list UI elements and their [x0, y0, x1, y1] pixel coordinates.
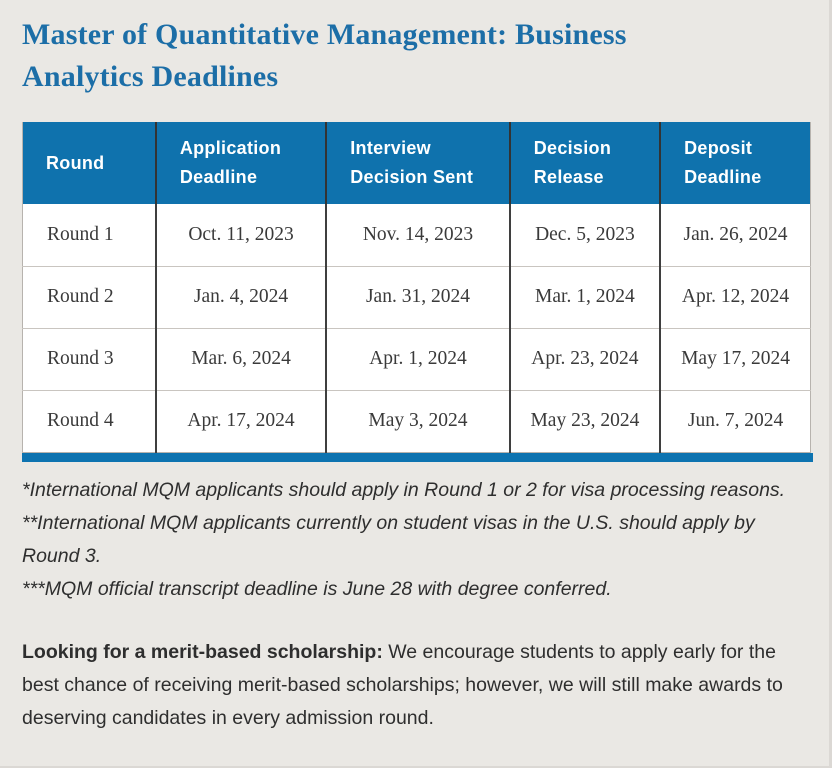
date-cell: Mar. 6, 2024	[154, 327, 327, 390]
date-cell: May 17, 2024	[659, 327, 811, 390]
scholarship-note-lead: Looking for a merit-based scholarship:	[22, 640, 383, 663]
date-cell: Nov. 14, 2023	[325, 204, 510, 266]
footnote-transcript-deadline: ***MQM official transcript deadline is J…	[22, 577, 612, 600]
date-cell: Mar. 1, 2024	[508, 265, 661, 328]
table-row: Round 4 Apr. 17, 2024 May 3, 2024 May 23, 2…	[22, 389, 811, 452]
round-cell: Round 3	[22, 327, 156, 390]
deadlines-table-header: Round Application Deadline Interview Dec…	[22, 122, 811, 204]
scholarship-note: Looking for a merit-based scholarship: W…	[22, 636, 812, 735]
header-row: Round Application Deadline Interview Dec…	[22, 122, 811, 204]
date-cell: May 3, 2024	[325, 389, 510, 452]
deadlines-table: Round Application Deadline Interview Dec…	[22, 122, 811, 453]
column-header-deposit-deadline: Deposit Deadline	[659, 122, 811, 204]
footnote-student-visas: **International MQM applicants currently…	[22, 511, 755, 567]
round-cell: Round 2	[22, 265, 156, 328]
date-cell: Dec. 5, 2023	[508, 204, 661, 266]
date-cell: Apr. 1, 2024	[325, 327, 510, 390]
column-header-round: Round	[22, 122, 156, 204]
round-cell: Round 4	[22, 389, 156, 452]
column-header-decision-release: Decision Release	[508, 122, 661, 204]
scholarship-note-text: We encourage students to apply early for…	[22, 640, 783, 729]
date-cell: Jun. 7, 2024	[659, 389, 811, 452]
date-cell: Jan. 26, 2024	[659, 204, 811, 266]
table-bottom-accent-bar	[22, 452, 813, 462]
table-row: Round 2 Jan. 4, 2024 Jan. 31, 2024 Mar. 1, …	[22, 265, 811, 328]
footnotes: *International MQM applicants should app…	[22, 474, 812, 606]
date-cell: Oct. 11, 2023	[154, 204, 327, 266]
date-cell: May 23, 2024	[508, 389, 661, 452]
table-row: Round 3 Mar. 6, 2024 Apr. 1, 2024 Apr. 23, …	[22, 327, 811, 390]
date-cell: Apr. 17, 2024	[154, 389, 327, 452]
date-cell: Apr. 23, 2024	[508, 327, 661, 390]
date-cell: Jan. 4, 2024	[154, 265, 327, 328]
page-title: Master of Quantitative Management: Busin…	[22, 18, 627, 93]
column-header-interview-decision-sent: Interview Decision Sent	[325, 122, 510, 204]
table-row: Round 1 Oct. 11, 2023 Nov. 14, 2023 Dec. 5,…	[22, 204, 811, 266]
deadlines-table-body: Round 1 Oct. 11, 2023 Nov. 14, 2023 Dec. 5,…	[22, 204, 811, 452]
round-cell: Round 1	[22, 204, 156, 266]
date-cell: Apr. 12, 2024	[659, 265, 811, 328]
column-header-application-deadline: Application Deadline	[154, 122, 327, 204]
date-cell: Jan. 31, 2024	[325, 265, 510, 328]
footnote-visa-processing: *International MQM applicants should app…	[22, 478, 786, 501]
